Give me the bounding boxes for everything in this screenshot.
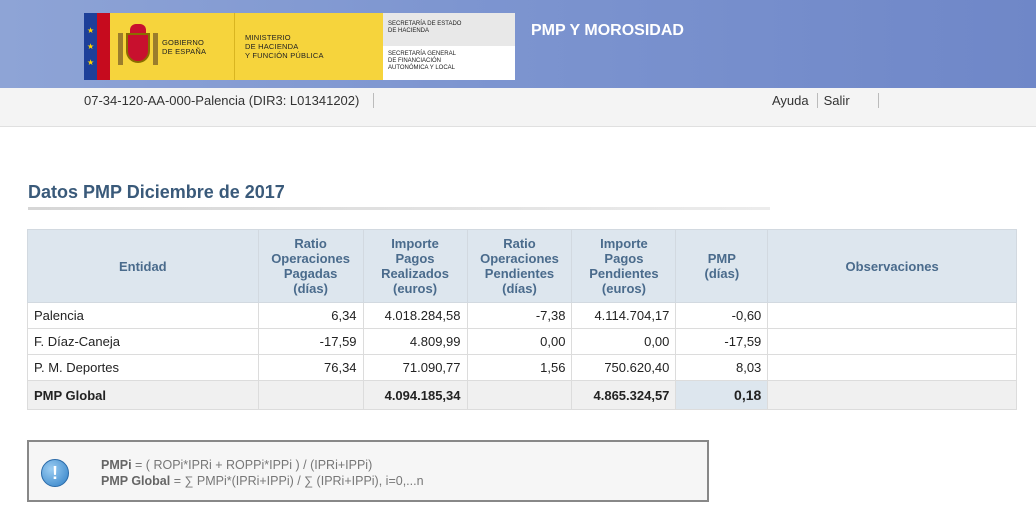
ministerio-block: MINISTERIO DE HACIENDA Y FUNCIÓN PÚBLICA	[234, 13, 383, 80]
cell-ipr: 4.809,99	[362, 328, 468, 355]
cell-observaciones	[767, 328, 1017, 355]
min-line3: Y FUNCIÓN PÚBLICA	[245, 51, 324, 60]
col-rop-l4: (días)	[293, 281, 328, 296]
formula-pmpi-expr: = ( ROPi*IPRi + ROPPi*IPPi ) / (IPRi+IPP…	[131, 458, 373, 472]
cell-ipp: 750.620,40	[571, 354, 677, 381]
exit-link[interactable]: Salir	[824, 93, 879, 108]
cell-observaciones	[767, 302, 1017, 329]
col-ipr-l1: Importe	[391, 236, 439, 251]
eu-flag-icon: ★ ★ ★	[84, 13, 110, 80]
info-icon: !	[41, 459, 69, 487]
secretaria-block: SECRETARÍA DE ESTADO DE HACIENDA SECRETA…	[383, 13, 515, 80]
formula-global-label: PMP Global	[101, 474, 171, 488]
cell-ropp: 0,00	[466, 328, 573, 355]
gobierno-block: GOBIERNO DE ESPAÑA	[110, 13, 234, 80]
cell-ropp: 1,56	[466, 354, 573, 381]
col-ropp-l3: Pendientes	[484, 266, 555, 281]
cell-rop: -17,59	[257, 328, 364, 355]
total-rop	[257, 380, 364, 410]
cell-observaciones	[767, 354, 1017, 381]
formula-pmpi-label: PMPi	[101, 458, 132, 472]
page-title: Datos PMP Diciembre de 2017	[28, 182, 285, 202]
sub-bar: 07-34-120-AA-000-Palencia (DIR3: L013412…	[0, 88, 1036, 127]
col-rop: Ratio Operaciones Pagadas (días)	[257, 229, 364, 303]
total-observaciones	[767, 380, 1017, 410]
total-pmp: 0,18	[675, 380, 769, 410]
col-ropp: Ratio Operaciones Pendientes (días)	[466, 229, 573, 303]
sec1-line1: SECRETARÍA DE ESTADO	[388, 21, 462, 27]
formula-box: ! PMPi = ( ROPi*IPRi + ROPPi*IPPi ) / (I…	[27, 440, 709, 502]
col-observaciones: Observaciones	[767, 229, 1017, 303]
cell-rop: 76,34	[257, 354, 364, 381]
min-line1: MINISTERIO	[245, 33, 291, 42]
min-line2: DE HACIENDA	[245, 42, 299, 51]
entity-label: 07-34-120-AA-000-Palencia (DIR3: L013412…	[84, 93, 375, 108]
col-pmp-l1: PMP	[707, 251, 736, 266]
col-ropp-l2: Operaciones	[480, 251, 559, 266]
government-logo[interactable]: ★ ★ ★ GOBIERNO DE ESPAÑA MINISTERIO DE H…	[84, 13, 515, 80]
sec2-line1: SECRETARÍA GENERAL	[388, 51, 456, 57]
coat-of-arms-icon	[118, 23, 158, 70]
col-ipp-l4: (euros)	[601, 281, 646, 296]
table-row: P. M. Deportes 76,34 71.090,77 1,56 750.…	[27, 354, 1017, 381]
formula-global: PMP Global = ∑ PMPi*(IPRi+IPPi) / ∑ (IPR…	[101, 474, 424, 488]
formula-pmpi: PMPi = ( ROPi*IPRi + ROPPi*IPPi ) / (IPR…	[101, 458, 372, 472]
sec2-line3: AUTONÓMICA Y LOCAL	[388, 65, 456, 71]
table-row: F. Díaz-Caneja -17,59 4.809,99 0,00 0,00…	[27, 328, 1017, 355]
header: ★ ★ ★ GOBIERNO DE ESPAÑA MINISTERIO DE H…	[0, 0, 1036, 88]
col-ipr-l4: (euros)	[392, 281, 438, 296]
sec1-line2: DE HACIENDA	[388, 28, 430, 34]
col-pmp-l2: (días)	[704, 266, 740, 281]
title-divider	[28, 207, 770, 210]
col-ipp: Importe Pagos Pendientes (euros)	[571, 229, 677, 303]
cell-entidad: Palencia	[27, 302, 259, 329]
col-ipr: Importe Pagos Realizados (euros)	[362, 229, 468, 303]
gob-line2: DE ESPAÑA	[162, 46, 207, 56]
cell-ipp: 0,00	[571, 328, 677, 355]
col-rop-l2: Operaciones	[271, 251, 350, 266]
cell-pmp: 8,03	[675, 354, 769, 381]
cell-entidad: P. M. Deportes	[27, 354, 259, 381]
col-ipp-l1: Importe	[600, 236, 648, 251]
col-ropp-l4: (días)	[502, 281, 537, 296]
pmp-table: Entidad Ratio Operaciones Pagadas (días)…	[27, 229, 1017, 410]
cell-entidad: F. Díaz-Caneja	[27, 328, 259, 355]
cell-pmp: -17,59	[675, 328, 769, 355]
help-link[interactable]: Ayuda	[772, 93, 818, 108]
total-row: PMP Global 4.094.185,34 4.865.324,57 0,1…	[27, 380, 1017, 410]
cell-pmp: -0,60	[675, 302, 769, 329]
cell-ropp: -7,38	[466, 302, 573, 329]
top-links: Ayuda Salir	[772, 93, 885, 108]
col-rop-l3: Pagadas	[283, 266, 338, 281]
total-ipp: 4.865.324,57	[571, 380, 677, 410]
app-title: PMP Y MOROSIDAD	[531, 22, 684, 39]
cell-ipp: 4.114.704,17	[571, 302, 677, 329]
cell-ipr: 71.090,77	[362, 354, 468, 381]
gob-line1: GOBIERNO	[162, 37, 205, 47]
total-label: PMP Global	[27, 380, 259, 410]
total-ipr: 4.094.185,34	[362, 380, 468, 410]
col-rop-l1: Ratio	[294, 236, 327, 251]
total-ropp	[466, 380, 573, 410]
col-ropp-l1: Ratio	[503, 236, 536, 251]
formula-global-expr: = ∑ PMPi*(IPRi+IPPi) / ∑ (IPRi+IPPi), i=…	[170, 474, 424, 488]
col-ipr-l3: Realizados	[381, 266, 449, 281]
cell-ipr: 4.018.284,58	[362, 302, 468, 329]
col-pmp: PMP (días)	[675, 229, 769, 303]
col-ipp-l3: Pendientes	[589, 266, 659, 281]
col-ipp-l2: Pagos	[604, 251, 644, 266]
table-header-row: Entidad Ratio Operaciones Pagadas (días)…	[27, 229, 1017, 303]
col-entidad: Entidad	[27, 229, 259, 303]
col-ipr-l2: Pagos	[395, 251, 435, 266]
sec2-line2: DE FINANCIACIÓN	[388, 58, 442, 64]
table-row: Palencia 6,34 4.018.284,58 -7,38 4.114.7…	[27, 302, 1017, 329]
cell-rop: 6,34	[257, 302, 364, 329]
